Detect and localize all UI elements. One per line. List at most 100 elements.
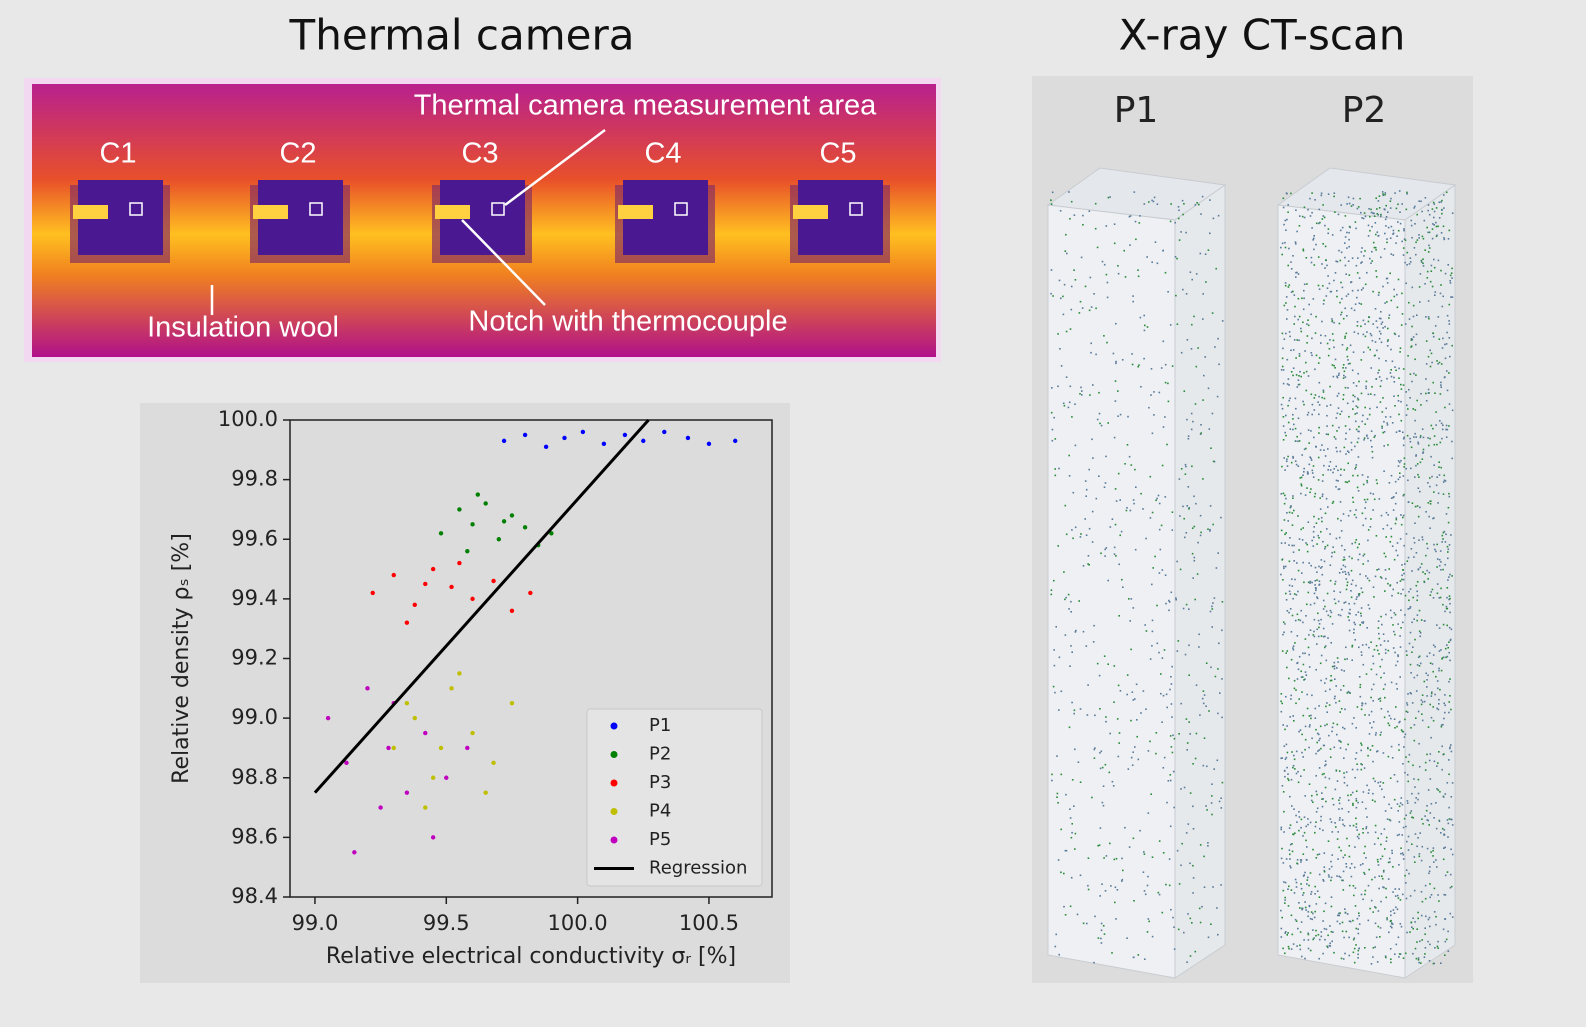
pore	[1374, 734, 1377, 736]
pore	[1188, 508, 1190, 510]
pore	[1345, 866, 1348, 868]
pore	[1162, 340, 1165, 343]
pore	[1388, 803, 1390, 806]
pore	[1307, 818, 1309, 820]
pore	[1118, 615, 1120, 617]
pore	[1221, 629, 1223, 632]
pore	[1357, 372, 1359, 375]
pore	[1113, 223, 1116, 225]
pore	[1342, 856, 1345, 859]
pore	[1302, 321, 1304, 324]
pore	[1352, 496, 1354, 499]
pore	[1407, 780, 1409, 783]
pore	[1348, 845, 1351, 847]
pore	[1361, 512, 1364, 515]
pore	[1389, 416, 1392, 418]
pore	[1439, 441, 1442, 444]
pore	[1105, 720, 1107, 723]
pore	[1411, 621, 1413, 624]
pore	[1134, 548, 1137, 551]
pore	[1280, 710, 1283, 713]
pore	[1426, 819, 1428, 821]
pore	[1050, 411, 1053, 414]
pore	[1291, 544, 1293, 547]
pore	[1337, 469, 1339, 472]
pore	[1326, 945, 1328, 948]
pore	[1326, 592, 1329, 595]
pore	[1362, 563, 1364, 565]
pore	[1322, 204, 1324, 206]
pore	[1332, 500, 1335, 503]
pore	[1345, 646, 1347, 649]
pore	[1416, 239, 1419, 241]
pore	[1410, 219, 1413, 222]
pore	[1289, 853, 1291, 856]
pore	[1404, 718, 1406, 721]
pore	[1127, 768, 1130, 770]
pore	[1218, 800, 1221, 803]
pore	[1357, 490, 1360, 492]
pore	[1326, 425, 1328, 427]
pore	[1293, 593, 1296, 595]
pore	[1441, 428, 1444, 431]
pore	[1380, 317, 1382, 320]
pore	[1293, 509, 1295, 512]
pore	[1437, 492, 1440, 495]
pore	[1332, 471, 1334, 474]
pore	[1348, 415, 1350, 418]
pore	[1113, 701, 1115, 703]
pore	[1285, 756, 1288, 759]
pore	[1286, 465, 1289, 467]
pore	[1324, 764, 1326, 767]
pore	[1413, 676, 1416, 679]
pore	[1301, 572, 1303, 574]
pore	[1443, 829, 1446, 831]
pore	[1323, 464, 1325, 467]
pore	[1333, 590, 1335, 592]
pore	[1448, 425, 1450, 427]
pore	[1392, 891, 1394, 893]
pore	[1313, 916, 1316, 919]
pore	[1333, 665, 1336, 667]
pore	[1302, 652, 1304, 655]
pore	[1360, 615, 1362, 617]
pore	[1320, 194, 1323, 197]
pore	[1409, 261, 1412, 263]
pore	[1129, 215, 1132, 217]
pore	[1362, 524, 1364, 527]
pore	[1355, 227, 1357, 230]
pore	[1421, 538, 1424, 541]
pore	[1410, 727, 1412, 729]
pore	[1200, 432, 1202, 434]
pore	[1324, 724, 1326, 727]
pore	[1405, 391, 1407, 393]
pore	[1306, 859, 1308, 861]
pore	[1303, 831, 1306, 834]
pore	[1383, 796, 1385, 798]
pore	[1358, 914, 1360, 917]
pore	[1115, 322, 1117, 325]
pore	[1315, 446, 1317, 448]
pore	[1378, 207, 1381, 209]
arrow	[504, 129, 606, 206]
pore	[1389, 861, 1391, 863]
pore	[1171, 511, 1174, 513]
pore	[1335, 769, 1338, 772]
pore	[1194, 598, 1196, 601]
pore	[1331, 854, 1333, 856]
pore	[1402, 437, 1405, 440]
pore	[1371, 456, 1374, 459]
pore	[1436, 558, 1439, 560]
pore	[1064, 634, 1067, 636]
pore	[1422, 265, 1425, 267]
pore	[1133, 502, 1135, 505]
pore	[1309, 821, 1312, 824]
pore	[1070, 876, 1073, 879]
pore	[1314, 492, 1317, 495]
pore	[1446, 596, 1448, 599]
pore	[1403, 466, 1405, 468]
pore	[1217, 668, 1219, 670]
pore	[1392, 509, 1395, 511]
pore	[1114, 886, 1117, 889]
pore	[1430, 894, 1433, 896]
